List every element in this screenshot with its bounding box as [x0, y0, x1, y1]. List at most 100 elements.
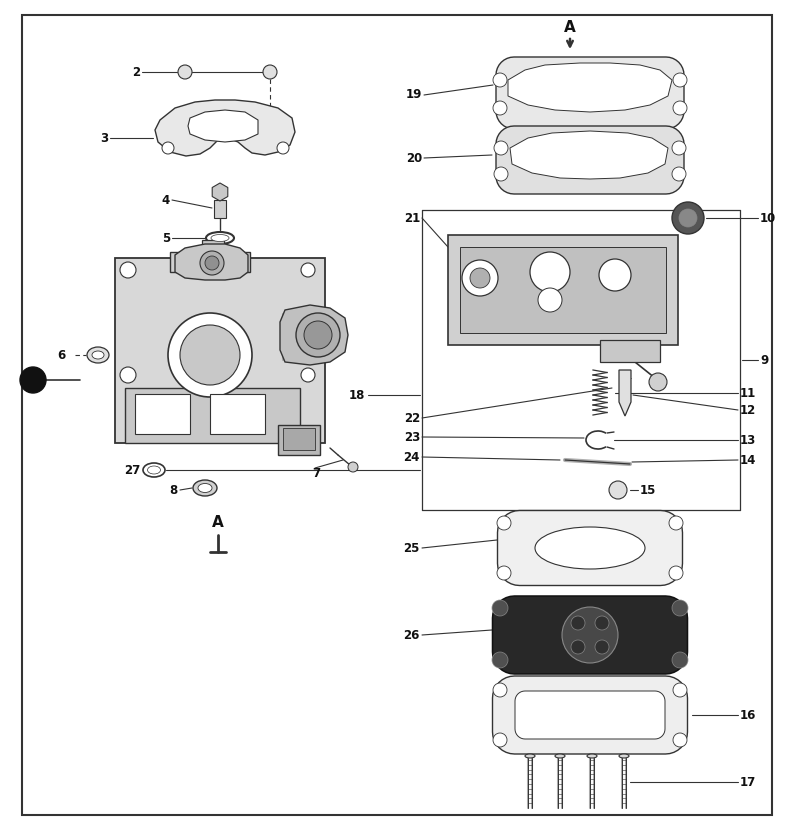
Circle shape [162, 142, 174, 154]
Polygon shape [515, 691, 665, 739]
Bar [210, 394, 265, 434]
Polygon shape [175, 244, 248, 280]
Polygon shape [496, 57, 684, 129]
Bar [125, 388, 300, 443]
Text: 11: 11 [740, 387, 756, 399]
Ellipse shape [193, 480, 217, 496]
Polygon shape [498, 510, 683, 585]
Circle shape [180, 325, 240, 385]
Polygon shape [510, 131, 668, 179]
Circle shape [493, 101, 507, 115]
Circle shape [672, 652, 688, 668]
Text: 18: 18 [349, 388, 365, 402]
Circle shape [470, 268, 490, 288]
Text: 27: 27 [124, 463, 140, 476]
Text: 9: 9 [760, 354, 769, 367]
Text: 5: 5 [162, 232, 170, 245]
Circle shape [679, 209, 697, 227]
Text: A: A [212, 515, 224, 530]
Text: 20: 20 [406, 152, 422, 164]
Circle shape [200, 251, 224, 275]
Polygon shape [280, 305, 348, 365]
Circle shape [571, 616, 585, 630]
Ellipse shape [587, 754, 597, 758]
Circle shape [178, 65, 192, 79]
Text: 7: 7 [312, 466, 320, 480]
Polygon shape [155, 100, 295, 156]
Circle shape [609, 481, 627, 499]
Text: 10: 10 [760, 212, 777, 224]
Circle shape [673, 733, 687, 747]
Text: A: A [564, 21, 576, 36]
Bar [202, 240, 224, 258]
Text: 24: 24 [403, 451, 420, 463]
Circle shape [669, 516, 683, 530]
Ellipse shape [148, 466, 160, 474]
Text: 14: 14 [740, 453, 757, 466]
Ellipse shape [198, 484, 212, 492]
Text: 6: 6 [56, 349, 65, 362]
Circle shape [492, 600, 508, 616]
Circle shape [672, 167, 686, 181]
Text: 12: 12 [740, 403, 756, 417]
Ellipse shape [206, 232, 234, 244]
Circle shape [277, 142, 289, 154]
Text: 8: 8 [170, 484, 178, 496]
Bar [135, 394, 190, 434]
Text: 22: 22 [404, 412, 420, 424]
Circle shape [672, 600, 688, 616]
Polygon shape [496, 126, 684, 194]
Circle shape [492, 652, 508, 668]
Circle shape [20, 367, 46, 393]
Circle shape [673, 101, 687, 115]
Polygon shape [619, 370, 631, 416]
Circle shape [263, 65, 277, 79]
Bar [278, 425, 320, 455]
Circle shape [530, 252, 570, 292]
Ellipse shape [619, 754, 629, 758]
Circle shape [673, 683, 687, 697]
Polygon shape [492, 596, 688, 674]
Polygon shape [492, 676, 688, 754]
Text: 19: 19 [406, 89, 422, 101]
Circle shape [599, 259, 631, 291]
Text: 23: 23 [404, 431, 420, 443]
Bar [115, 258, 325, 443]
Polygon shape [212, 183, 228, 201]
Circle shape [672, 202, 704, 234]
Bar [448, 235, 678, 345]
Text: 3: 3 [100, 131, 108, 144]
Circle shape [301, 263, 315, 277]
Bar [214, 200, 226, 218]
Ellipse shape [525, 754, 535, 758]
Circle shape [497, 566, 511, 580]
Circle shape [673, 73, 687, 87]
Ellipse shape [92, 351, 104, 359]
Circle shape [493, 733, 507, 747]
Circle shape [493, 73, 507, 87]
Circle shape [538, 288, 562, 312]
Circle shape [595, 616, 609, 630]
Circle shape [571, 640, 585, 654]
Circle shape [296, 313, 340, 357]
Text: 17: 17 [740, 775, 756, 788]
Circle shape [669, 566, 683, 580]
Circle shape [120, 367, 136, 383]
Circle shape [348, 462, 358, 472]
Circle shape [304, 321, 332, 349]
Text: 26: 26 [403, 628, 420, 642]
Circle shape [493, 683, 507, 697]
Circle shape [120, 262, 136, 278]
Ellipse shape [211, 235, 229, 242]
Circle shape [649, 373, 667, 391]
Circle shape [494, 167, 508, 181]
Bar [283, 428, 315, 450]
Text: 1: 1 [29, 374, 37, 387]
Text: 2: 2 [132, 66, 140, 79]
Bar [460, 247, 666, 333]
Text: 13: 13 [740, 433, 756, 447]
Text: 16: 16 [740, 709, 757, 721]
Text: 15: 15 [640, 484, 657, 496]
Circle shape [595, 640, 609, 654]
Circle shape [494, 141, 508, 155]
